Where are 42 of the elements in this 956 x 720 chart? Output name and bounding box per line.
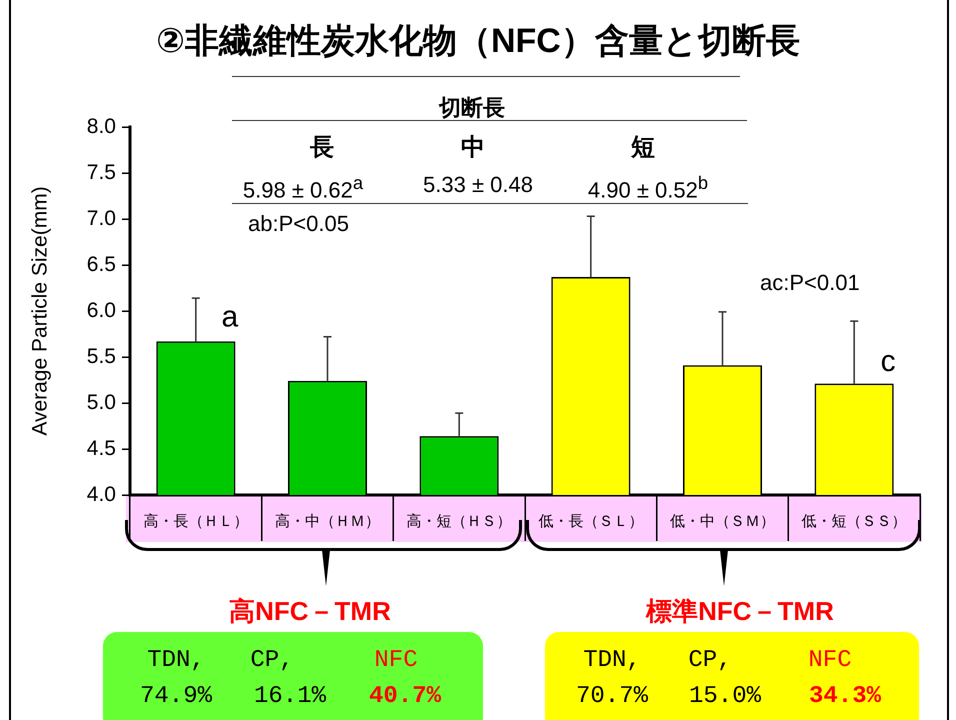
text: 74.9% [140, 682, 212, 710]
text: 切断長 [439, 94, 505, 122]
text: CP, [250, 646, 294, 674]
text: CP, [688, 646, 732, 674]
text: 16.1% [254, 682, 326, 710]
annotation: ab:P<0.05 [248, 210, 349, 237]
y-axis-title: Average Particle Size(mm) [28, 186, 52, 436]
y-tick-label: 5.5 [86, 344, 116, 368]
text: NFC [808, 646, 852, 674]
annotation: 5.98 ± 0.62$^{a}$ [242, 172, 364, 204]
text: 40.7% [368, 682, 442, 710]
text: 34.3% [808, 682, 882, 710]
text: TDN, [147, 646, 205, 674]
text: TDN, [583, 646, 641, 674]
x-tick-label: 高・短（ＨＳ） [406, 512, 512, 530]
annotation: 4.90 ± 0.52$^{b}$ [588, 172, 708, 204]
text: 70.7% [576, 682, 648, 710]
y-tick-label: 6.5 [86, 252, 116, 276]
y-tick-label: 8.0 [86, 114, 116, 138]
annotation: 中 [461, 132, 485, 163]
text: 高NFC－TMR [229, 595, 391, 628]
annotation: 長 [310, 132, 334, 163]
text: NFC [374, 646, 418, 674]
y-tick-label: 7.5 [86, 160, 116, 184]
annotation: 5.33 ± 0.48 [423, 172, 533, 198]
y-tick-label: 5.0 [86, 390, 116, 414]
text: 標準NFC－TMR [646, 595, 834, 628]
y-tick-label: 7.0 [86, 206, 116, 230]
y-tick-label: 4.5 [86, 436, 116, 460]
x-tick-label: 高・長（ＨＬ） [143, 512, 248, 530]
y-tick-label: 6.0 [86, 298, 116, 322]
y-tick-label: 4.0 [86, 482, 116, 506]
x-tick-label: 低・中（ＳＭ） [670, 512, 775, 530]
annotation: 短 [631, 132, 655, 163]
x-tick-label: 高・中（ＨＭ） [275, 512, 380, 530]
annotation: ac:P<0.01 [760, 270, 860, 296]
chart-title: ②非繊維性炭水化物（NFC）含量と切断長 [155, 21, 801, 62]
annotation: c [880, 344, 896, 378]
x-tick-label: 低・短（ＳＳ） [802, 512, 907, 530]
x-tick-label: 低・長（ＳＬ） [538, 512, 644, 530]
text: 15.0% [688, 682, 762, 710]
annotation: a [221, 300, 238, 334]
